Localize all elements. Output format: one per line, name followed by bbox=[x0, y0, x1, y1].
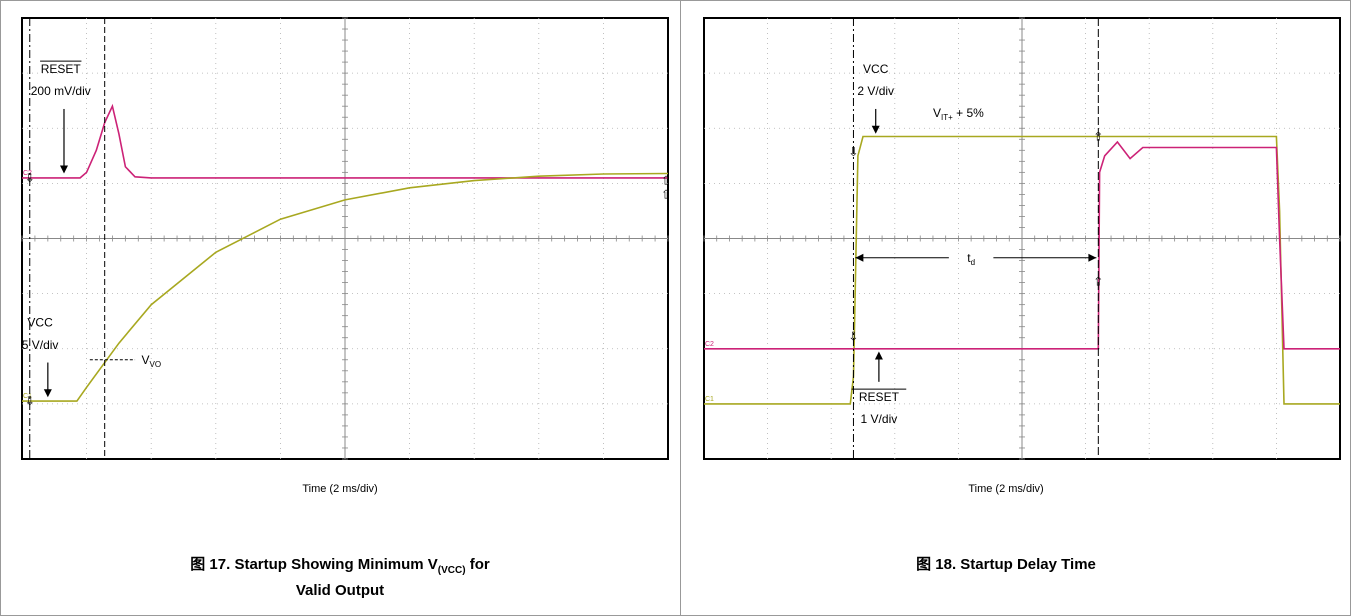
vcc-label: VCC bbox=[863, 62, 889, 76]
td-arrow-right-head bbox=[1088, 253, 1097, 262]
trace-reset bbox=[704, 140, 1340, 350]
td-arrow-left-head bbox=[855, 253, 864, 262]
reset-scale-label: 200 mV/div bbox=[31, 84, 91, 98]
reset-arrow-head bbox=[874, 351, 883, 360]
panel-divider bbox=[680, 0, 681, 616]
td-main: t bbox=[967, 251, 971, 265]
figure-18-caption: 图 18. Startup Delay Time bbox=[766, 555, 1246, 575]
trace-vcc bbox=[22, 172, 669, 402]
trigger-marker-icon: ⇧ bbox=[1093, 130, 1103, 144]
vvo-main: V bbox=[142, 353, 150, 367]
vcc-arrow-head bbox=[43, 389, 52, 398]
figure-17-panel: C2 C1 RESET 200 mV/div VCC 5 V/div VVO ⇩ ⇩ ⇧ ⇧ Tim… bbox=[20, 16, 670, 601]
vcc-scale-label: 5 V/div bbox=[22, 338, 59, 352]
channel-marker: C2 bbox=[705, 341, 714, 348]
reset-label: RESET bbox=[859, 390, 900, 404]
figure-18-panel: C1 C2 VCC 2 V/div VIT+ + 5% RESET 1 V/div td ⇩ ⇩ ⇧… bbox=[681, 0, 1351, 616]
trigger-marker-icon: ⇩ bbox=[25, 171, 35, 185]
vit-label: VIT+ + 5% bbox=[933, 106, 984, 122]
caption-17-prefix: 图 17. Startup Showing Minimum V bbox=[190, 556, 438, 573]
vcc-label: VCC bbox=[27, 316, 53, 330]
reset-scale-label: 1 V/div bbox=[861, 412, 898, 426]
channel-marker: C2 bbox=[23, 170, 32, 177]
trace-reset bbox=[22, 103, 668, 179]
caption-17-suffix: for bbox=[465, 556, 490, 573]
vcc-scale-label: 2 V/div bbox=[857, 84, 894, 98]
vvo-label: VVO bbox=[142, 353, 162, 369]
scope-plot-18: C1 C2 VCC 2 V/div VIT+ + 5% RESET 1 V/div td ⇩ ⇩ ⇧… bbox=[702, 16, 1342, 461]
scope-plot-17: C2 C1 RESET 200 mV/div VCC 5 V/div VVO ⇩ ⇩ ⇧⇧ bbox=[20, 16, 670, 461]
vit-main: V bbox=[933, 106, 941, 120]
td-label: td bbox=[967, 251, 975, 267]
trigger-marker-icon: ⇩ bbox=[25, 394, 35, 408]
trigger-marker-icon: ⇧ bbox=[661, 174, 670, 188]
vcc-arrow-head bbox=[871, 125, 880, 134]
trigger-marker-icon: ⇧ bbox=[1093, 274, 1103, 288]
caption-17-sub: (VCC) bbox=[437, 565, 466, 576]
x-axis-label-17: Time (2 ms/div) bbox=[302, 483, 378, 495]
trigger-marker-icon: ⇩ bbox=[848, 329, 858, 343]
trigger-marker-icon: ⇩ bbox=[848, 145, 858, 159]
caption-18-text: 图 18. Startup Delay Time bbox=[916, 556, 1096, 573]
reset-label: RESET bbox=[41, 62, 82, 76]
td-sub: d bbox=[971, 258, 975, 267]
caption-17-line2: Valid Output bbox=[295, 582, 385, 599]
vit-suffix: + 5% bbox=[953, 106, 984, 120]
figure-17-caption: 图 17. Startup Showing Minimum V(VCC) for… bbox=[90, 555, 590, 601]
vit-sub: IT+ bbox=[941, 113, 953, 122]
reset-arrow-head bbox=[59, 165, 68, 174]
x-axis-label-18: Time (2 ms/div) bbox=[968, 483, 1044, 495]
vvo-sub: VO bbox=[150, 360, 162, 369]
trigger-marker-icon: ⇧ bbox=[661, 187, 670, 201]
channel-marker: C1 bbox=[705, 396, 714, 403]
channel-marker: C1 bbox=[23, 393, 32, 400]
